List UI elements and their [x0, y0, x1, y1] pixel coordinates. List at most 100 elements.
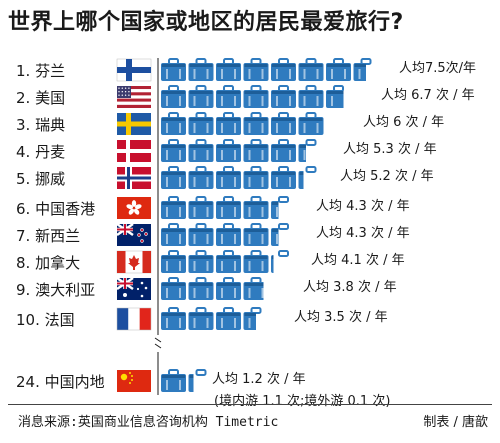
suitcase-unit	[298, 58, 324, 81]
value-bar	[161, 112, 324, 135]
suitcase-unit	[188, 112, 214, 135]
suitcase-unit	[243, 307, 262, 330]
suitcase-unit	[271, 196, 289, 219]
suitcase-unit	[161, 223, 186, 246]
suitcase-unit	[216, 196, 241, 219]
suitcase-unit	[161, 369, 186, 392]
value-bar	[161, 307, 262, 330]
suitcase-unit	[161, 139, 186, 162]
chart-row: 7. 新西兰 人均 4.3 次 / 年	[16, 222, 410, 246]
suitcase-unit	[243, 166, 269, 189]
axis-break-mark	[154, 337, 162, 349]
suitcase-unit	[243, 196, 269, 219]
value-bar	[161, 85, 344, 108]
suitcase-unit	[161, 196, 186, 219]
suitcase-unit	[216, 223, 241, 246]
suitcase-unit	[298, 139, 317, 162]
value-label: 人均 3.5 次 / 年	[294, 309, 388, 325]
denmark-flag	[117, 140, 151, 162]
chart-row: 1. 芬兰 人均7.5次/年	[16, 58, 476, 82]
category-label: 9. 澳大利亚	[16, 281, 95, 299]
suitcase-unit	[353, 58, 372, 81]
suitcase-unit	[298, 112, 324, 135]
source-note: 消息来源:英国商业信息咨询机构 Timetric	[18, 415, 279, 430]
suitcase-unit	[216, 166, 241, 189]
suitcase-unit	[216, 58, 241, 81]
suitcase-unit	[216, 139, 241, 162]
suitcase-unit	[161, 277, 186, 300]
usa-flag	[117, 86, 151, 108]
value-bar	[161, 166, 317, 189]
sweden-flag	[117, 113, 151, 135]
suitcase-unit	[243, 277, 264, 300]
suitcase-unit	[161, 58, 186, 81]
canada-flag	[116, 250, 152, 274]
suitcase-unit	[243, 58, 269, 81]
chart-row: 24. 中国内地 人均 1.2 次 / 年 (境内游 1.1 次;境外游 0.1 次…	[16, 369, 390, 409]
value-label: 人均 4.1 次 / 年	[311, 252, 405, 268]
suitcase-unit	[216, 250, 241, 273]
suitcase-unit	[188, 196, 214, 219]
suitcase-unit	[161, 166, 186, 189]
suitcase-unit	[326, 85, 344, 108]
category-label: 24. 中国内地	[16, 373, 105, 391]
value-bar	[161, 58, 372, 81]
footer-divider	[8, 404, 492, 405]
suitcase-unit	[188, 369, 207, 392]
value-label: 人均 4.3 次 / 年	[316, 225, 410, 241]
suitcase-unit	[271, 166, 296, 189]
suitcase-unit	[216, 277, 241, 300]
category-label: 7. 新西兰	[16, 227, 80, 245]
suitcase-unit	[271, 85, 296, 108]
category-label: 8. 加拿大	[16, 254, 80, 272]
value-label: 人均 3.8 次 / 年	[303, 279, 397, 295]
suitcase-unit	[188, 223, 214, 246]
category-label: 6. 中国香港	[16, 200, 95, 218]
chart-row: 3. 瑞典 人均 6 次 / 年	[16, 112, 444, 135]
suitcase-unit	[326, 58, 351, 81]
hongkong-flag	[117, 197, 151, 219]
value-bar	[161, 139, 317, 162]
value-bar	[161, 277, 264, 300]
value-label: 人均7.5次/年	[399, 60, 476, 76]
category-label: 3. 瑞典	[16, 116, 65, 134]
suitcase-unit	[188, 166, 214, 189]
suitcase-unit	[216, 112, 241, 135]
value-bar	[161, 250, 289, 273]
value-label: 人均 5.2 次 / 年	[340, 168, 434, 184]
suitcase-unit	[271, 250, 289, 273]
suitcase-unit	[271, 223, 289, 246]
suitcase-unit	[188, 307, 214, 330]
norway-flag	[117, 167, 151, 189]
france-flag	[116, 307, 152, 331]
chart-row: 8. 加拿大 人均 4.1 次 / 年	[16, 250, 405, 274]
suitcase-unit	[161, 85, 186, 108]
category-label: 5. 挪威	[16, 170, 65, 188]
suitcase-unit	[271, 58, 296, 81]
suitcase-unit	[243, 223, 269, 246]
value-label: 人均 6 次 / 年	[363, 114, 444, 130]
suitcase-unit	[298, 166, 317, 189]
australia-flag	[116, 276, 151, 300]
china-flag	[117, 370, 151, 392]
chart-row: 9. 澳大利亚 人均 3.8 次 / 年	[16, 276, 397, 300]
value-label: 人均 1.2 次 / 年	[212, 371, 306, 387]
chart-row: 5. 挪威 人均 5.2 次 / 年	[16, 166, 434, 189]
value-label: 人均 6.7 次 / 年	[381, 87, 475, 103]
value-label: 人均 4.3 次 / 年	[316, 198, 410, 214]
suitcase-unit	[188, 139, 214, 162]
suitcase-unit	[188, 85, 214, 108]
suitcase-unit	[188, 277, 214, 300]
value-bar	[161, 369, 207, 392]
chart-row: 10. 法国 人均 3.5 次 / 年	[16, 307, 388, 331]
chart-row: 6. 中国香港 人均 4.3 次 / 年	[16, 196, 410, 219]
chart-row: 2. 美国 人均 6.7 次 / 年	[16, 85, 475, 108]
chart-title: 世界上哪个国家或地区的居民最爱旅行?	[8, 10, 404, 35]
chart-row: 4. 丹麦 人均 5.3 次 / 年	[16, 139, 437, 162]
newzealand-flag	[116, 222, 151, 246]
suitcase-unit	[243, 85, 269, 108]
value-note: (境内游 1.1 次;境外游 0.1 次)	[214, 393, 390, 409]
suitcase-unit	[243, 112, 269, 135]
value-bar	[161, 196, 289, 219]
